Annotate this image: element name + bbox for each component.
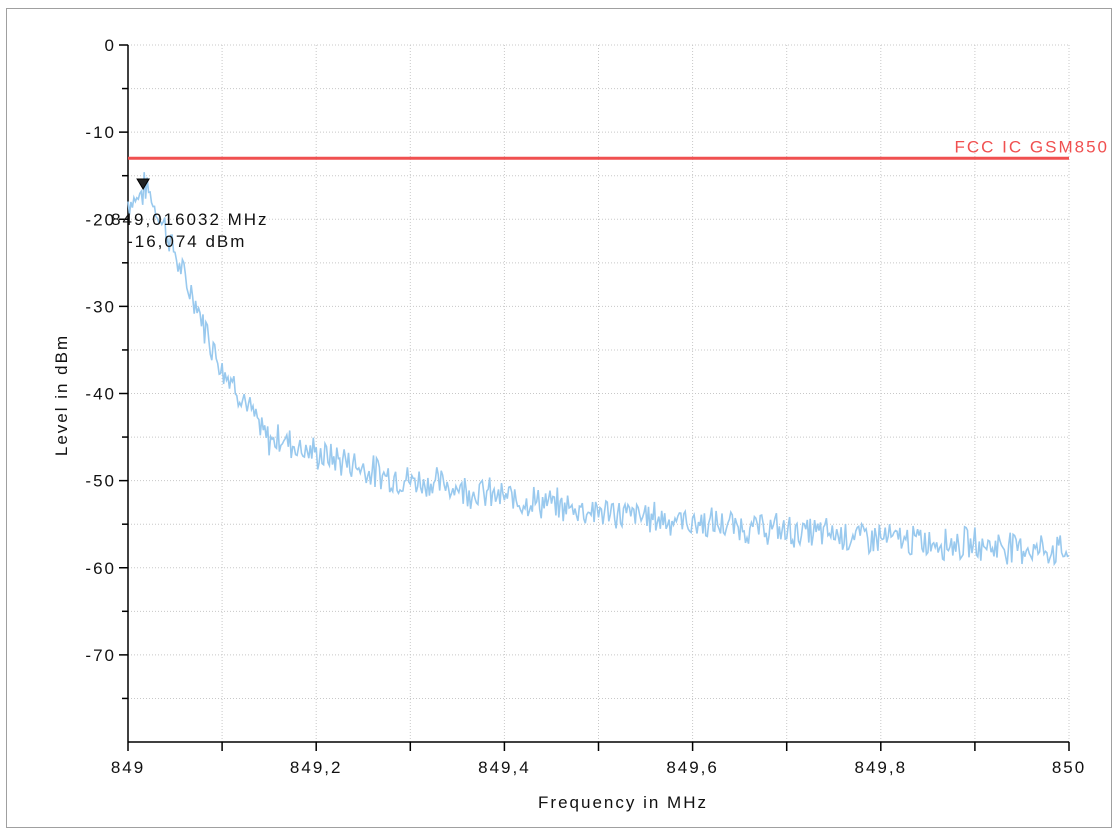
y-tick-label: -30 bbox=[85, 297, 116, 316]
y-axis-title: Level in dBm bbox=[52, 334, 71, 456]
x-tick-label: 849,4 bbox=[478, 758, 531, 777]
x-tick-label: 849,8 bbox=[855, 758, 908, 777]
axes: 0 -10 -20 -30 -40 -50 -60 -70 849 849,2 849,4 849,6… bbox=[85, 36, 1086, 777]
spectrum-chart: 0 -10 -20 -30 -40 -50 -60 -70 849 849,2 849,4 849,6… bbox=[52, 36, 1109, 812]
x-tick-label: 849 bbox=[111, 758, 145, 777]
marker-frequency-label: 849,016032 MHz bbox=[111, 210, 268, 229]
chart-frame: 0 -10 -20 -30 -40 -50 -60 -70 849 849,2 849,4 849,6… bbox=[6, 8, 1112, 828]
marker-layer: 849,016032 MHz -16,074 dBm bbox=[111, 178, 268, 251]
x-tick-label: 850 bbox=[1052, 758, 1086, 777]
y-tick-label: -70 bbox=[85, 646, 116, 665]
marker-level-label: -16,074 dBm bbox=[127, 232, 246, 251]
grid bbox=[127, 44, 1070, 743]
series-trace bbox=[127, 172, 1070, 567]
y-tick-label: -60 bbox=[85, 559, 116, 578]
limit-line-label: FCC IC GSM850 bbox=[955, 137, 1109, 156]
y-tick-label: -40 bbox=[85, 385, 116, 404]
series-layer bbox=[127, 172, 1070, 567]
x-axis-title: Frequency in MHz bbox=[538, 793, 708, 812]
x-tick-label: 849,2 bbox=[290, 758, 343, 777]
y-tick-label: -50 bbox=[85, 472, 116, 491]
limit-layer: FCC IC GSM850 bbox=[128, 137, 1109, 160]
x-tick-label: 849,6 bbox=[666, 758, 719, 777]
y-tick-label: -20 bbox=[85, 210, 116, 229]
y-tick-label: 0 bbox=[105, 36, 116, 55]
y-tick-label: -10 bbox=[85, 123, 116, 142]
marker-triangle bbox=[136, 178, 150, 191]
